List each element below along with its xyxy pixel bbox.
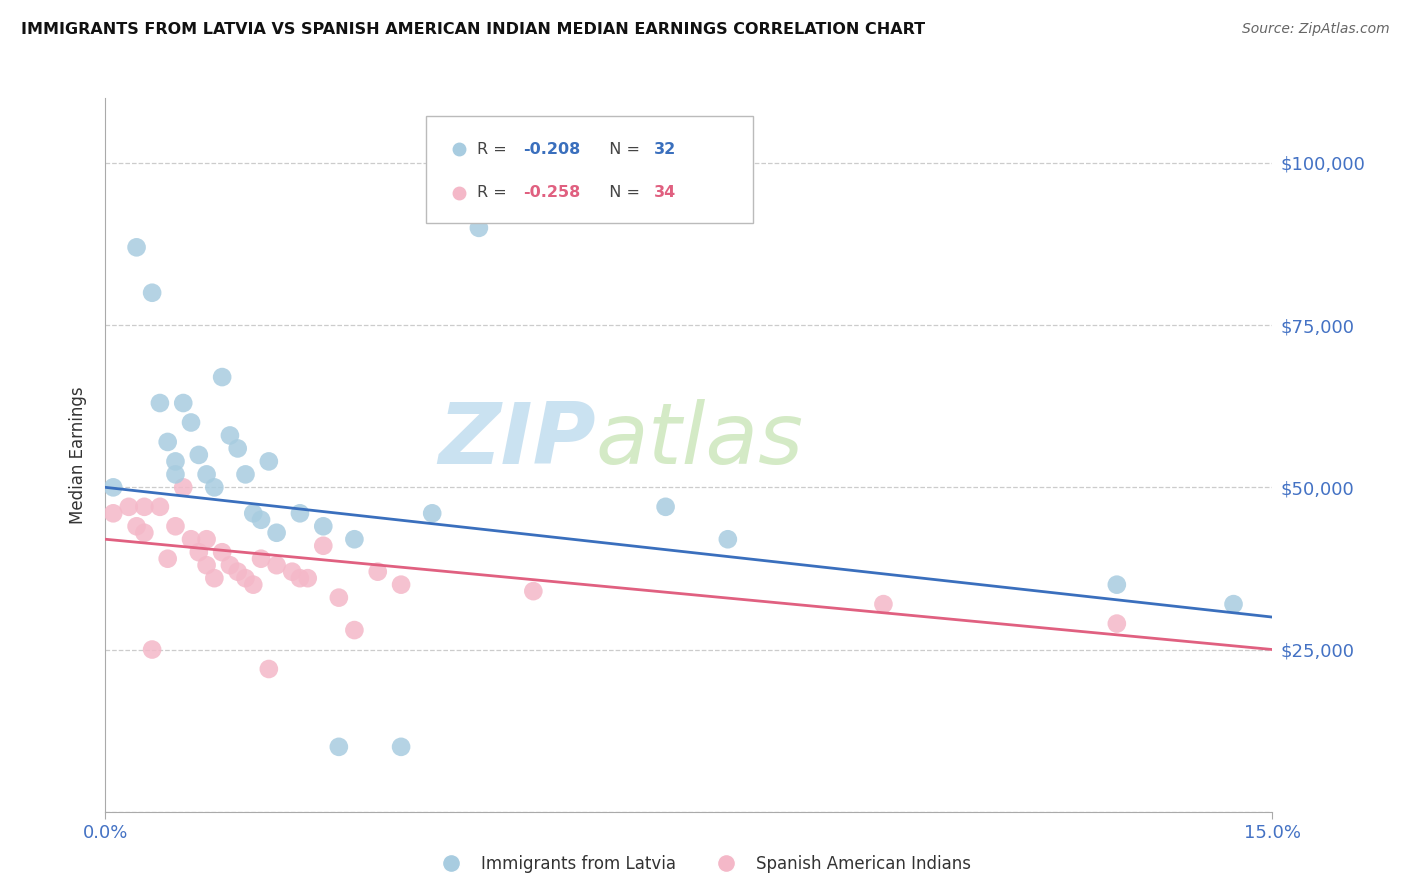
Point [242,506,264,520]
Point [187,545,209,559]
Point [134,500,156,514]
Point [872,597,894,611]
Point [226,442,249,456]
Point [522,584,544,599]
Text: atlas: atlas [596,399,804,483]
Point [343,623,366,637]
Text: ZIP: ZIP [437,399,596,483]
Point [156,551,179,566]
Point [312,519,335,533]
Point [235,571,257,585]
Point [125,519,148,533]
Text: R =: R = [477,186,512,200]
Point [103,506,125,520]
Point [257,662,280,676]
Point [172,480,194,494]
Point [717,533,740,547]
Point [219,428,242,442]
Point [600,188,623,202]
Point [420,506,443,520]
Point [288,506,311,520]
Point [654,500,676,514]
Text: N =: N = [599,186,645,200]
Point [149,500,172,514]
Point [312,539,335,553]
Point [118,500,141,514]
Point [165,454,187,468]
Point [297,571,319,585]
Point [367,565,389,579]
Text: R =: R = [477,142,512,157]
Point [103,480,125,494]
Point [134,525,156,540]
Point [389,739,412,754]
Point [242,577,264,591]
Point [165,467,187,482]
Point [187,448,209,462]
Text: Source: ZipAtlas.com: Source: ZipAtlas.com [1241,22,1389,37]
Point [1105,577,1128,591]
Point [226,565,249,579]
Point [125,240,148,254]
Point [328,591,350,605]
Point [202,571,225,585]
Point [328,739,350,754]
Point [141,642,163,657]
Point [288,571,311,585]
Legend: Immigrants from Latvia, Spanish American Indians: Immigrants from Latvia, Spanish American… [427,848,979,880]
Text: 34: 34 [654,186,676,200]
Point [266,525,288,540]
Point [281,565,304,579]
Point [235,467,257,482]
Point [195,533,218,547]
FancyBboxPatch shape [426,116,754,223]
Point [266,558,288,573]
Text: IMMIGRANTS FROM LATVIA VS SPANISH AMERICAN INDIAN MEDIAN EARNINGS CORRELATION CH: IMMIGRANTS FROM LATVIA VS SPANISH AMERIC… [21,22,925,37]
Point [250,513,273,527]
Point [149,396,172,410]
Point [211,545,233,559]
Point [165,519,187,533]
Point [156,434,179,449]
Text: -0.208: -0.208 [523,142,581,157]
Point [1105,616,1128,631]
Point [180,533,202,547]
Point [141,285,163,300]
Point [343,533,366,547]
Point [172,396,194,410]
Point [195,467,218,482]
Text: N =: N = [599,142,645,157]
Point [195,558,218,573]
Point [219,558,242,573]
Text: 32: 32 [654,142,676,157]
Point [202,480,225,494]
Point [180,416,202,430]
Y-axis label: Median Earnings: Median Earnings [69,386,87,524]
Point [1222,597,1244,611]
Point [468,220,491,235]
Point [250,551,273,566]
Point [257,454,280,468]
Text: -0.258: -0.258 [523,186,581,200]
Point [211,370,233,384]
Point [389,577,412,591]
